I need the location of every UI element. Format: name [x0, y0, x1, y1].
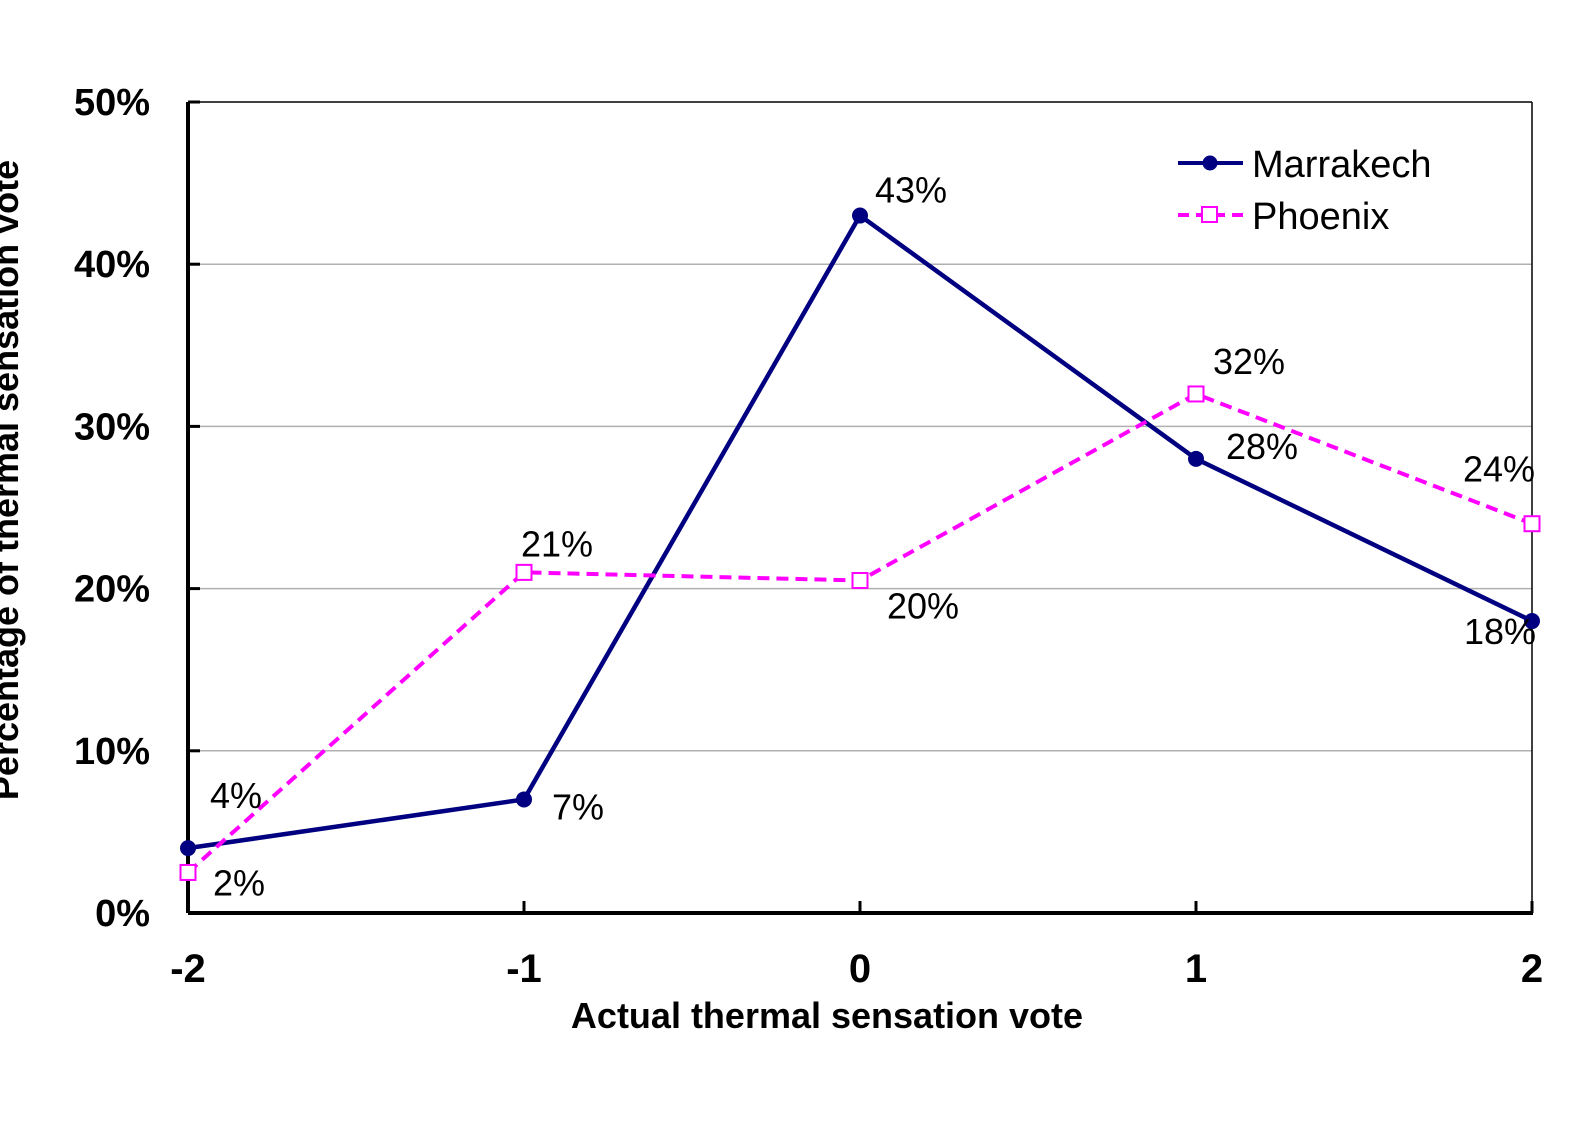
- data-label-phoenix: 2%: [213, 862, 265, 903]
- data-labels: 4% 7% 43% 28% 18% 2% 21% 20% 32% 24%: [210, 170, 1536, 904]
- x-tick-label: -2: [170, 947, 206, 991]
- y-axis-title: Percentage of thermal sensation vote: [0, 160, 26, 800]
- data-label-phoenix: 32%: [1213, 341, 1285, 382]
- y-tick-label: 50%: [74, 82, 150, 124]
- series-line-marrakech: [187, 213, 1533, 851]
- data-point-marrakech: [852, 207, 868, 224]
- y-tick-label: 20%: [74, 569, 150, 611]
- y-ticks: 0% 10% 20% 30% 40% 50%: [74, 82, 200, 935]
- data-point-phoenix: [851, 571, 869, 589]
- gridlines: [188, 263, 1532, 752]
- data-label-marrakech: 18%: [1464, 611, 1536, 652]
- legend-marker-phoenix: [1201, 206, 1218, 223]
- data-point-phoenix: [1523, 515, 1541, 533]
- data-point-marrakech: [180, 840, 196, 857]
- data-point-marrakech: [1524, 613, 1540, 630]
- x-tick-label: 1: [1185, 947, 1207, 991]
- data-label-marrakech: 28%: [1226, 426, 1298, 467]
- data-point-phoenix: [1187, 385, 1205, 403]
- data-point-phoenix: [179, 863, 197, 881]
- y-tick-label: 0%: [95, 893, 150, 935]
- legend: Marrakech Phoenix: [1178, 144, 1432, 238]
- data-label-phoenix: 20%: [887, 585, 959, 626]
- data-point-marrakech: [516, 791, 532, 808]
- x-axis-title: Actual thermal sensation vote: [571, 995, 1083, 1036]
- legend-label-phoenix: Phoenix: [1252, 196, 1389, 238]
- data-point-phoenix: [515, 563, 533, 581]
- data-label-marrakech: 43%: [875, 170, 947, 211]
- series-line-phoenix: [186, 391, 1533, 874]
- data-point-marrakech: [1188, 450, 1204, 467]
- y-tick-label: 10%: [74, 731, 150, 773]
- x-ticks: -2 -1 0 1 2: [170, 901, 1543, 991]
- x-tick-label: -1: [506, 947, 542, 991]
- series-layer: [179, 207, 1541, 881]
- data-label-phoenix: 21%: [521, 523, 593, 564]
- x-tick-label: 0: [849, 947, 871, 991]
- data-label-marrakech: 4%: [210, 775, 262, 816]
- data-label-marrakech: 7%: [552, 786, 604, 827]
- y-tick-label: 40%: [74, 244, 150, 286]
- x-tick-label: 2: [1521, 947, 1543, 991]
- legend-label-marrakech: Marrakech: [1252, 144, 1432, 186]
- data-label-phoenix: 24%: [1463, 449, 1535, 490]
- y-tick-label: 30%: [74, 406, 150, 448]
- legend-marker-marrakech: [1202, 155, 1218, 171]
